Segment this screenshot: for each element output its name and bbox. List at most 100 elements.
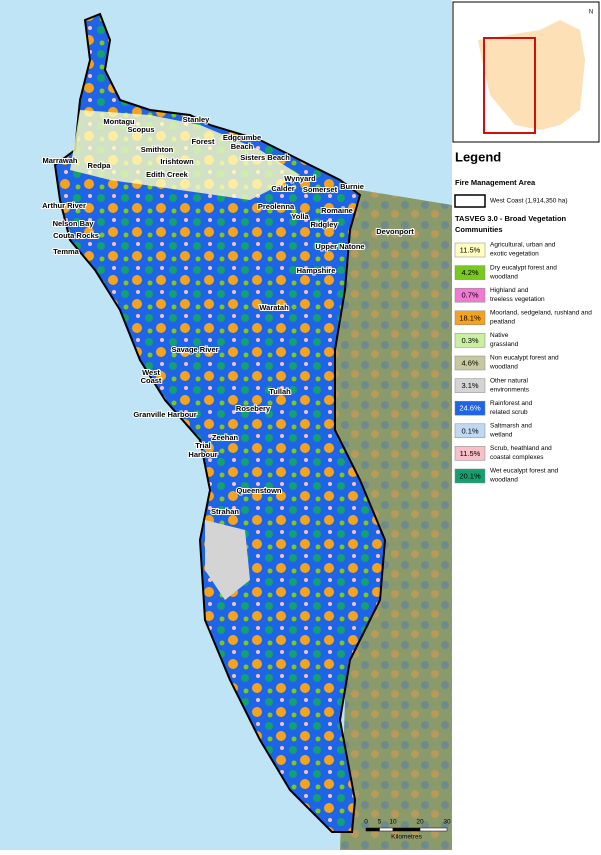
place-label: Stanley xyxy=(183,115,211,124)
place-label: Edith Creek xyxy=(146,170,189,179)
agricultural-zone xyxy=(70,110,300,200)
legend-label: Non eucalypt forest and xyxy=(490,355,559,362)
legend-label: Wet eucalypt forest and xyxy=(490,468,559,475)
legend-swatch xyxy=(454,310,486,326)
place-label: Waratah xyxy=(259,303,289,312)
legend-label: grassland xyxy=(490,341,519,348)
legend-label: woodland xyxy=(489,273,518,280)
place-label: Scopus xyxy=(127,125,154,134)
legend-label: Other natural xyxy=(490,377,528,384)
scale-tick-label: 0 xyxy=(364,819,368,826)
place-label: Smithton xyxy=(141,145,174,154)
legend-percent: 24.6% xyxy=(459,404,481,413)
place-label: Strahan xyxy=(211,507,239,516)
place-label: Arthur River xyxy=(42,201,86,210)
legend-swatch xyxy=(454,446,486,461)
place-label: Rosebery xyxy=(236,404,271,413)
legend-label: Agricultural, urban and xyxy=(490,242,556,249)
place-label: Temma xyxy=(53,247,80,256)
scale-segment xyxy=(365,827,380,832)
legend-label: woodland xyxy=(489,364,518,371)
place-label: Montagu xyxy=(103,117,135,126)
scale-segment xyxy=(379,827,394,832)
place-label: Upper Natone xyxy=(315,242,364,251)
scale-tick-label: 20 xyxy=(416,819,424,826)
legend-label: related scrub xyxy=(490,409,528,416)
legend-label: Rainforest and xyxy=(490,400,533,407)
place-label: Trial xyxy=(195,441,210,450)
place-label: Harbour xyxy=(188,450,217,459)
inset-land xyxy=(478,20,585,130)
place-label: Couta Rocks xyxy=(53,231,99,240)
legend-percent: 0.7% xyxy=(461,291,478,300)
legend-label: environments xyxy=(490,386,530,393)
place-label: Marrawah xyxy=(42,156,77,165)
legend-label: treeless vegetation xyxy=(490,296,545,303)
place-label: Tullah xyxy=(269,387,291,396)
place-label: Coast xyxy=(141,376,162,385)
scale-tick-label: 30 xyxy=(443,819,451,826)
legend-swatch xyxy=(454,378,486,393)
scale-segment xyxy=(419,827,448,832)
place-label: Devonport xyxy=(376,227,414,236)
legend-label: woodland xyxy=(489,477,518,484)
scale-segment xyxy=(392,827,421,832)
place-label: Yolla xyxy=(291,212,309,221)
legend-swatch xyxy=(454,333,486,348)
legend-label: wetland xyxy=(489,432,513,439)
place-label: Wynyard xyxy=(284,174,316,183)
place-label: Edgcumbe xyxy=(223,133,261,142)
scale-tick-label: 10 xyxy=(389,819,397,826)
place-label: Ridgley xyxy=(310,220,338,229)
place-label: Nelson Bay xyxy=(53,219,95,228)
place-label: Savage River xyxy=(171,345,218,354)
legend-percent: 4.6% xyxy=(461,358,478,367)
legend-heading: Fire Management Area xyxy=(455,178,536,187)
legend-swatch xyxy=(454,355,486,371)
scale-tick-label: 5 xyxy=(378,819,382,826)
legend-swatch xyxy=(454,194,486,208)
place-label: Hampshire xyxy=(297,266,336,275)
harbour xyxy=(205,520,250,600)
west-coast-area xyxy=(53,12,387,833)
legend-swatch xyxy=(454,287,486,303)
legend-swatch xyxy=(454,265,486,280)
place-label: Sisters Beach xyxy=(240,153,290,162)
inset-extent xyxy=(483,37,536,134)
legend-swatch xyxy=(454,468,486,484)
legend-percent: 11.5% xyxy=(460,245,481,254)
legend-percent: 11.5% xyxy=(460,449,481,458)
place-label: West xyxy=(142,368,160,377)
place-label: Calder xyxy=(271,184,294,193)
legend-label: coastal complexes xyxy=(490,454,544,461)
place-label: Queenstown xyxy=(236,486,281,495)
place-label: Somerset xyxy=(303,185,338,194)
legend-label: Highland and xyxy=(490,287,529,294)
place-label: Redpa xyxy=(88,161,112,170)
legend-percent: 4.2% xyxy=(461,268,478,277)
north-arrow: N xyxy=(589,10,593,16)
place-label: Granville Harbour xyxy=(133,410,196,419)
legend-label: West Coast (1,914,350 ha) xyxy=(490,198,568,205)
scale-unit: Kilometres xyxy=(391,834,422,841)
place-label: Beach xyxy=(231,142,254,151)
legend-label: Scrub, heathland and xyxy=(490,445,552,452)
legend-percent: 18.1% xyxy=(459,313,481,322)
legend-swatch xyxy=(454,423,486,439)
legend-label: Saltmarsh and xyxy=(490,423,532,430)
place-label: Zeehan xyxy=(212,433,239,442)
place-label: Irishtown xyxy=(160,157,194,166)
legend-heading: Communities xyxy=(455,225,503,234)
legend-label: Native xyxy=(490,332,509,339)
legend-swatch xyxy=(454,400,486,416)
place-label: Forest xyxy=(192,137,215,146)
legend-title: Legend xyxy=(455,149,501,164)
legend-heading: TASVEG 3.0 - Broad Vegetation xyxy=(455,214,567,223)
legend-percent: 0.3% xyxy=(461,336,478,345)
legend-percent: 20.1% xyxy=(459,471,481,480)
legend-swatch xyxy=(454,242,486,258)
legend-percent: 3.1% xyxy=(461,381,478,390)
legend-label: peatland xyxy=(490,319,515,326)
place-label: Preolenna xyxy=(258,202,295,211)
